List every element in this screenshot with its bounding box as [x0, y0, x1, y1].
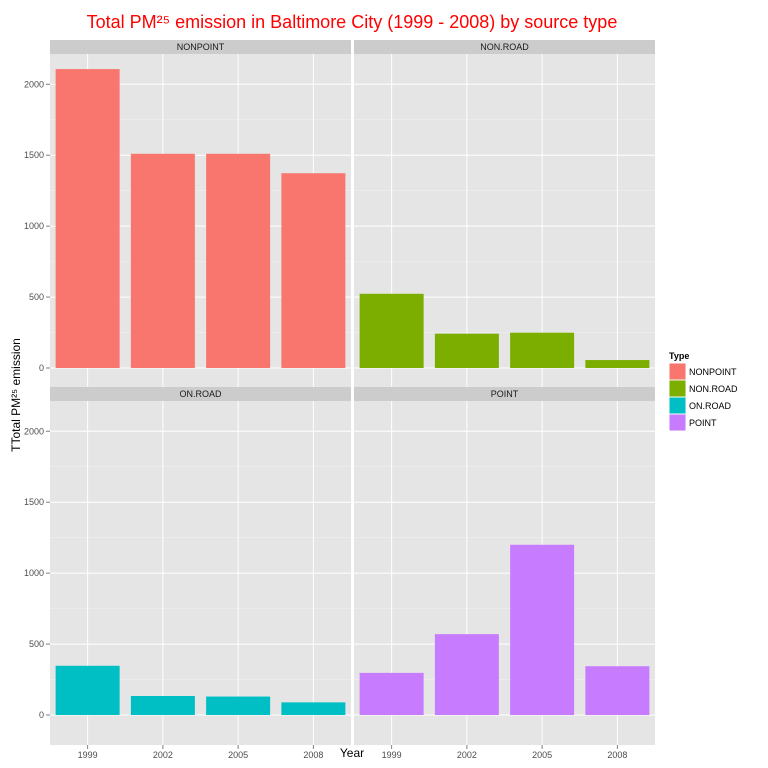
legend-swatch — [669, 414, 686, 431]
bar — [206, 153, 271, 368]
x-tick-label: 1999 — [78, 750, 98, 760]
x-tick-label: 2005 — [228, 750, 248, 760]
x-tick-label: 1999 — [382, 750, 402, 760]
x-tick-label: 2008 — [607, 750, 627, 760]
y-tick-label: 500 — [29, 639, 44, 649]
y-tick-label: 0 — [39, 710, 44, 720]
facet-panel-non-road: NON.ROAD — [354, 40, 655, 397]
facet-panel-nonpoint: NONPOINT — [50, 40, 351, 397]
y-axis-ticks: 0 500 1000 1500 2000 0 500 1000 1500 2000 — [24, 79, 50, 720]
bar — [55, 665, 120, 715]
legend-title: Type — [669, 351, 689, 361]
legend-swatch — [669, 397, 686, 414]
y-tick-label: 0 — [39, 363, 44, 373]
legend-label: NON.ROAD — [689, 384, 738, 394]
y-tick-label: 500 — [29, 292, 44, 302]
y-tick-label: 2000 — [24, 79, 44, 89]
x-axis-ticks: 1999 2002 2005 2008 1999 2002 2005 2008 — [78, 745, 627, 760]
bar — [510, 544, 575, 715]
x-tick-label: 2002 — [457, 750, 477, 760]
bar — [206, 696, 271, 715]
y-tick-label: 1000 — [24, 221, 44, 231]
x-tick-label: 2008 — [303, 750, 323, 760]
facet-strip-label: ON.ROAD — [179, 389, 222, 399]
y-tick-label: 1000 — [24, 568, 44, 578]
bar — [585, 666, 650, 715]
bar — [434, 634, 499, 715]
x-tick-label: 2002 — [153, 750, 173, 760]
legend-swatch — [669, 380, 686, 397]
bar — [130, 695, 195, 715]
legend-label: POINT — [689, 418, 717, 428]
chart-title: Total PM²⁵ emission in Baltimore City (1… — [87, 12, 618, 32]
legend: Type NONPOINT NON.ROAD ON.ROAD POINT — [668, 351, 738, 432]
bar — [281, 173, 346, 368]
bar — [359, 293, 424, 368]
bar — [130, 153, 195, 368]
x-axis-label: Year — [340, 746, 364, 760]
bar — [281, 702, 346, 715]
y-tick-label: 2000 — [24, 426, 44, 436]
facet-strip — [50, 387, 351, 401]
bar — [434, 333, 499, 368]
y-tick-label: 1500 — [24, 497, 44, 507]
y-axis-label: TTotal PM²⁵ emission — [9, 338, 23, 452]
facet-strip — [354, 40, 655, 54]
facet-panel-on-road: ON.ROAD — [50, 387, 351, 745]
facet-strip — [354, 387, 655, 401]
bar — [359, 672, 424, 715]
x-tick-label: 2005 — [532, 750, 552, 760]
y-tick-label: 1500 — [24, 150, 44, 160]
facet-panel-point: POINT — [354, 387, 655, 745]
legend-label: ON.ROAD — [689, 401, 732, 411]
facet-panels: NONPOINT NON.ROAD ON.ROAD POINT — [50, 40, 655, 745]
facet-strip-label: NONPOINT — [177, 42, 225, 52]
facet-strip-label: POINT — [491, 389, 519, 399]
facet-strip-label: NON.ROAD — [480, 42, 529, 52]
bar — [510, 332, 575, 368]
legend-label: NONPOINT — [689, 367, 737, 377]
bar — [55, 69, 120, 368]
facet-strip — [50, 40, 351, 54]
bar — [585, 360, 650, 368]
legend-swatch — [669, 363, 686, 380]
